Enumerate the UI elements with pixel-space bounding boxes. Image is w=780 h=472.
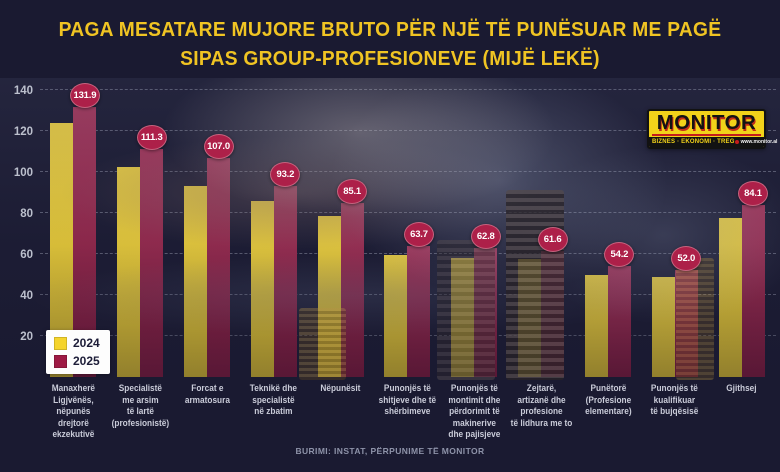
bar-2024 (451, 258, 475, 377)
bar-2025 (273, 186, 297, 377)
bar-group: 111.3 (107, 85, 174, 377)
y-axis-tick-label: 60 (20, 249, 33, 262)
bar-2024 (117, 166, 141, 377)
bar-group: 62.8 (441, 85, 508, 377)
monitor-logo: MONITOR BIZNES · EKONOMI · TREG www.moni… (647, 109, 777, 149)
y-axis-tick-label: 100 (13, 167, 33, 180)
value-badge: 111.3 (136, 124, 167, 150)
y-axis-tick-label: 140 (13, 85, 33, 98)
legend-label-2024: 2024 (73, 336, 100, 350)
category-label: Nëpunësit (320, 383, 361, 393)
bar-group: 61.6 (508, 85, 575, 377)
y-axis: 20 40 60 80 100 120 140 (0, 85, 33, 377)
bar-2025 (674, 270, 698, 377)
gridline (40, 212, 776, 214)
monitor-logo-text: MONITOR (656, 112, 757, 134)
value-badge: 62.8 (470, 224, 501, 250)
value-badge: 131.9 (69, 82, 100, 108)
value-badge: 54.2 (604, 241, 635, 267)
bar-2025 (73, 106, 97, 377)
bar-group: 84.1 (708, 85, 775, 377)
category-label: Punonjës të kualifikuar të bujqësisë (650, 383, 699, 416)
legend-swatch-2025 (54, 354, 67, 368)
y-axis-tick-label: 120 (13, 126, 33, 139)
category-label: Punonjës të montimit dhe përdorimit të m… (448, 383, 501, 439)
monitor-logo-underline (652, 134, 761, 136)
bar-2025 (207, 157, 231, 377)
bar-2025 (340, 202, 364, 377)
bar-group: 54.2 (575, 85, 642, 377)
category-label: Forcat e armatosura (184, 383, 230, 405)
category-label: Gjithsej (726, 383, 757, 393)
legend: 2024 2025 (46, 330, 110, 374)
bar-group: 52.0 (641, 85, 708, 377)
y-axis-tick-label: 40 (20, 290, 33, 303)
category-label: Teknikë dhe specialistë në zbatim (250, 383, 298, 416)
bar-2024 (651, 276, 675, 377)
bar-group: 131.9 (40, 82, 107, 377)
gridline (40, 89, 776, 91)
bar-group: 85.1 (307, 85, 374, 377)
bar-2025 (607, 265, 631, 377)
bar-2024 (518, 259, 542, 377)
y-axis-tick-label: 80 (20, 208, 33, 221)
bar-group: 93.2 (240, 85, 307, 377)
bar-group: 63.7 (374, 85, 441, 377)
bar-2025 (140, 148, 164, 377)
bar-group: 107.0 (174, 85, 241, 377)
bar-2024 (384, 255, 408, 377)
bar-2024 (718, 218, 742, 377)
value-badge: 107.0 (203, 133, 234, 159)
x-axis-labels: Manaxherë Ligjvënës, nëpunës drejtorë ek… (40, 383, 775, 441)
source-text: BURIMI: INSTAT, PËRPUNIME TË MONITOR (295, 446, 485, 456)
bar-2025 (407, 246, 431, 377)
bar-2025 (541, 250, 565, 377)
category-label: Punonjës të shitjeve dhe të shërbimeve (378, 383, 437, 416)
bar-2024 (184, 186, 208, 377)
chart-title-line2: SIPAS GROUP-PROFESIONEVE (MIJË LEKË) (180, 48, 600, 70)
value-badge: 85.1 (337, 178, 368, 204)
category-label: Specialistë me arsim të lartë (profesion… (111, 383, 169, 428)
bar-2025 (741, 204, 765, 377)
value-badge: 63.7 (403, 222, 434, 248)
legend-item-2025: 2025 (54, 354, 100, 368)
chart-title-line1: PAGA MESATARE MUJORE BRUTO PËR NJË TË PU… (58, 19, 722, 41)
legend-label-2025: 2025 (73, 354, 100, 368)
value-badge: 84.1 (738, 180, 769, 206)
category-label: Punëtorë (Profesione elementare) (584, 383, 632, 416)
red-dot-icon (734, 140, 739, 144)
category-label: Zejtarë, artizanë dhe profesione të lidh… (510, 383, 572, 428)
value-badge: 52.0 (671, 246, 702, 272)
legend-swatch-2024 (54, 336, 67, 350)
value-badge: 93.2 (270, 162, 301, 188)
gridline (40, 130, 776, 132)
bar-2024 (317, 216, 341, 377)
monitor-logo-site-text: www.monitor.al (740, 139, 778, 145)
bar-2024 (250, 200, 274, 377)
gridline (40, 171, 776, 173)
bar-2024 (584, 274, 608, 377)
monitor-logo-site: www.monitor.al (734, 139, 778, 145)
category-label: Manaxherë Ligjvënës, nëpunës drejtorë ek… (51, 383, 96, 439)
bar-2024 (50, 122, 74, 377)
value-badge: 61.6 (537, 226, 568, 252)
y-axis-tick-label: 20 (20, 331, 33, 344)
chart-title: PAGA MESATARE MUJORE BRUTO PËR NJË TË PU… (16, 16, 765, 74)
bar-2025 (474, 248, 498, 377)
monitor-logo-tagline: BIZNES · EKONOMI · TREG (652, 139, 735, 145)
monitor-logo-strip: BIZNES · EKONOMI · TREG www.monitor.al (649, 137, 777, 147)
legend-item-2024: 2024 (54, 336, 100, 350)
